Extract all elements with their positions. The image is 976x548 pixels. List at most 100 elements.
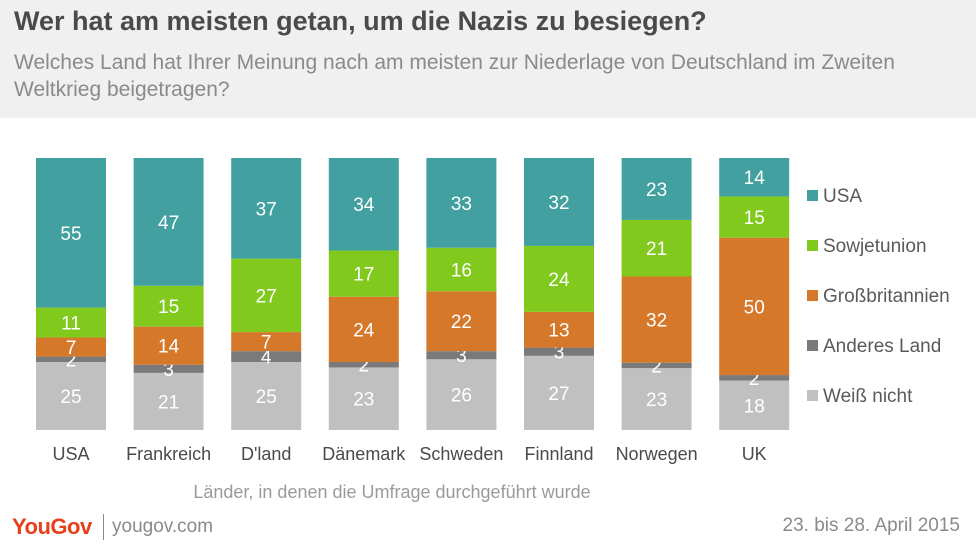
data-label: 7 bbox=[261, 333, 272, 354]
bar-segment-sowjetunion-uk bbox=[719, 196, 790, 238]
data-label: 32 bbox=[548, 193, 569, 214]
header-band: Wer hat am meisten getan, um die Nazis z… bbox=[0, 0, 976, 118]
bar-segment-anderes-land-usa bbox=[36, 356, 106, 362]
x-tick-label: Finnland bbox=[524, 444, 593, 464]
bar-segment-weiss-nicht-norwegen bbox=[621, 368, 692, 430]
bar-segment-usa-usa bbox=[36, 158, 106, 308]
data-label: 47 bbox=[158, 213, 179, 234]
legend-entry-anderes-land: Anderes Land bbox=[823, 336, 941, 357]
bar-segment-sowjetunion-schweden bbox=[426, 247, 497, 292]
data-label: 22 bbox=[451, 312, 472, 333]
data-label: 21 bbox=[646, 239, 667, 260]
data-label: 50 bbox=[744, 297, 765, 318]
bar-segment-usa-finnland bbox=[524, 158, 594, 246]
data-label: 3 bbox=[554, 343, 565, 364]
bar-segment-grossbritannien-finnland bbox=[524, 311, 594, 348]
bar-segment-usa-uk bbox=[719, 158, 790, 197]
data-label: 26 bbox=[451, 386, 472, 407]
bar-segment-weiss-nicht-schweden bbox=[426, 359, 497, 430]
data-label: 24 bbox=[353, 320, 375, 341]
x-tick-label: Norwegen bbox=[616, 444, 698, 464]
data-label: 23 bbox=[353, 390, 374, 411]
x-tick-label: Dänemark bbox=[322, 444, 406, 464]
bar-segment-grossbritannien-d-land bbox=[231, 332, 302, 352]
x-tick-label: Schweden bbox=[419, 444, 503, 464]
bar-segment-grossbritannien-schweden bbox=[426, 291, 497, 352]
bar-segment-usa-norwegen bbox=[621, 158, 692, 220]
bar-segment-anderes-land-schweden bbox=[426, 351, 497, 360]
legend-swatch-grossbritannien bbox=[807, 290, 818, 301]
data-label: 14 bbox=[744, 168, 766, 189]
data-label: 13 bbox=[548, 321, 569, 342]
legend-swatch-usa bbox=[807, 190, 818, 201]
bar-segment-anderes-land-frankreich bbox=[133, 364, 204, 373]
bar-segment-weiss-nicht-daenemark bbox=[328, 367, 399, 430]
legend-entry-grossbritannien: Großbritannien bbox=[823, 286, 950, 307]
yougov-logo: YouGov bbox=[12, 514, 92, 539]
data-label: 4 bbox=[261, 348, 272, 369]
data-label: 15 bbox=[744, 208, 765, 229]
bar-segment-anderes-land-d-land bbox=[231, 351, 302, 362]
data-label: 15 bbox=[158, 297, 179, 318]
data-label: 33 bbox=[451, 194, 472, 215]
data-label: 24 bbox=[548, 270, 570, 291]
bar-segment-sowjetunion-finnland bbox=[524, 245, 594, 312]
bar-segment-grossbritannien-norwegen bbox=[621, 276, 692, 363]
bar-segment-grossbritannien-frankreich bbox=[133, 326, 204, 365]
data-label: 7 bbox=[66, 338, 77, 359]
data-label: 18 bbox=[744, 396, 765, 417]
footer-url: yougov.com bbox=[112, 516, 214, 537]
data-label: 34 bbox=[353, 195, 375, 216]
data-label: 2 bbox=[749, 369, 760, 390]
legend-swatch-sowjetunion bbox=[807, 240, 818, 251]
data-label: 25 bbox=[256, 387, 277, 408]
data-label: 25 bbox=[60, 387, 81, 408]
bar-segment-sowjetunion-frankreich bbox=[133, 285, 204, 327]
footer-divider bbox=[103, 514, 104, 540]
bar-segment-weiss-nicht-frankreich bbox=[133, 372, 204, 430]
bar-segment-sowjetunion-usa bbox=[36, 307, 106, 338]
bar-segment-sowjetunion-daenemark bbox=[328, 250, 399, 297]
x-axis-label: Länder, in denen die Umfrage durchgeführ… bbox=[193, 482, 590, 502]
bar-segment-sowjetunion-norwegen bbox=[621, 219, 692, 277]
bar-segment-weiss-nicht-finnland bbox=[524, 355, 594, 430]
bar-segment-usa-frankreich bbox=[133, 158, 204, 286]
x-tick-label: USA bbox=[52, 444, 89, 464]
legend-swatch-weiss-nicht bbox=[807, 390, 818, 401]
legend-swatch-anderes-land bbox=[807, 340, 818, 351]
bar-segment-grossbritannien-daenemark bbox=[328, 296, 399, 362]
legend-entry-weiss-nicht: Weiß nicht bbox=[823, 386, 913, 407]
data-label: 2 bbox=[359, 356, 370, 377]
bar-segment-grossbritannien-uk bbox=[719, 237, 790, 376]
bar-segment-sowjetunion-d-land bbox=[231, 258, 302, 333]
survey-date: 23. bis 28. April 2015 bbox=[782, 515, 960, 536]
data-label: 16 bbox=[451, 261, 472, 282]
x-tick-label: Frankreich bbox=[126, 444, 211, 464]
data-label: 27 bbox=[548, 384, 569, 405]
data-label: 37 bbox=[256, 199, 277, 220]
bar-segment-usa-d-land bbox=[231, 158, 302, 259]
data-label: 17 bbox=[353, 265, 374, 286]
data-label: 23 bbox=[646, 390, 667, 411]
bar-segment-anderes-land-norwegen bbox=[621, 362, 692, 369]
legend-entry-usa: USA bbox=[823, 186, 862, 207]
bar-segment-anderes-land-uk bbox=[719, 375, 790, 381]
chart-subtitle: Welches Land hat Ihrer Meinung nach am m… bbox=[14, 51, 895, 101]
data-label: 3 bbox=[456, 346, 467, 367]
data-label: 27 bbox=[256, 286, 277, 307]
data-label: 2 bbox=[651, 356, 662, 377]
bar-segment-weiss-nicht-d-land bbox=[231, 362, 302, 430]
bar-segment-weiss-nicht-uk bbox=[719, 380, 790, 430]
bar-segment-anderes-land-finnland bbox=[524, 347, 594, 356]
data-label: 11 bbox=[61, 314, 81, 335]
data-label: 2 bbox=[66, 350, 77, 371]
data-label: 14 bbox=[158, 337, 180, 358]
data-label: 23 bbox=[646, 180, 667, 201]
bar-segment-anderes-land-daenemark bbox=[328, 362, 399, 368]
bar-segment-usa-daenemark bbox=[328, 158, 399, 251]
data-label: 21 bbox=[158, 392, 179, 413]
bar-segment-usa-schweden bbox=[426, 158, 497, 248]
chart-title: Wer hat am meisten getan, um die Nazis z… bbox=[14, 6, 707, 36]
data-label: 32 bbox=[646, 311, 667, 332]
